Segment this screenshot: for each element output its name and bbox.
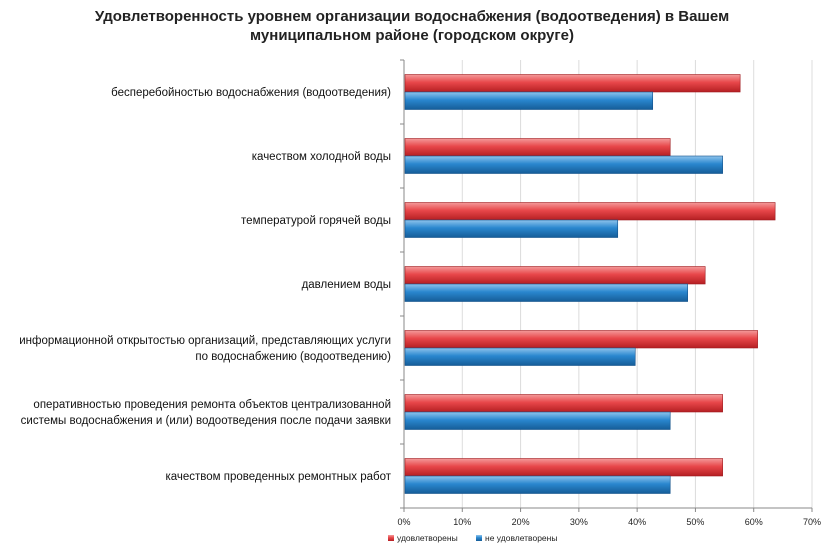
bar-satisfied [404,394,723,413]
bar-not-satisfied [404,283,688,302]
x-tick-label: 30% [570,517,588,527]
category-label: качеством проведенных ремонтных работ [165,471,391,483]
bar-satisfied [404,138,671,157]
legend-swatch-satisfied [388,535,394,541]
category-label: бесперебойностью водоснабжения (водоотве… [111,87,391,99]
bar-satisfied [404,330,758,349]
bar-satisfied [404,458,723,477]
x-tick-label: 70% [803,517,821,527]
category-labels: бесперебойностью водоснабжения (водоотве… [19,87,391,483]
bar-not-satisfied [404,347,636,366]
category-label: информационной открытостью организаций, … [19,335,391,347]
tick-labels: 0% 10% 20% 30% 40% 50% 60% 70% [397,517,821,527]
legend-label-not-satisfied: не удовлетворены [485,533,557,543]
legend-swatch-not-satisfied [476,535,482,541]
legend: удовлетворены не удовлетворены [388,533,557,543]
legend-label-satisfied: удовлетворены [397,533,458,543]
x-tick-label: 50% [686,517,704,527]
bar-satisfied [404,202,776,221]
category-label: температурой горячей воды [241,215,391,227]
bar-not-satisfied [404,475,671,494]
x-tick-label: 20% [512,517,530,527]
bar-not-satisfied [404,91,654,110]
category-label: системы водоснабжения и (или) водоотведе… [21,415,391,427]
bar-satisfied [404,74,741,93]
category-label: по водоснабжению (водоотведению) [195,351,391,363]
chart-title-line-2: муниципальном районе (городском округе) [250,27,574,44]
category-label: оперативностью проведения ремонта объект… [33,399,391,411]
x-tick-label: 60% [745,517,763,527]
bar-not-satisfied [404,155,723,174]
bar-not-satisfied [404,411,671,430]
x-tick-label: 0% [397,517,410,527]
chart-title: Удовлетворенность уровнем организации во… [95,8,729,44]
bars [404,74,776,494]
category-label: давлением воды [302,279,391,291]
chart-title-line-1: Удовлетворенность уровнем организации во… [95,8,729,25]
x-tick-label: 40% [628,517,646,527]
category-label: качеством холодной воды [252,151,391,163]
bar-satisfied [404,266,706,285]
x-tick-label: 10% [453,517,471,527]
axis [400,59,813,512]
bar-not-satisfied [404,219,619,238]
